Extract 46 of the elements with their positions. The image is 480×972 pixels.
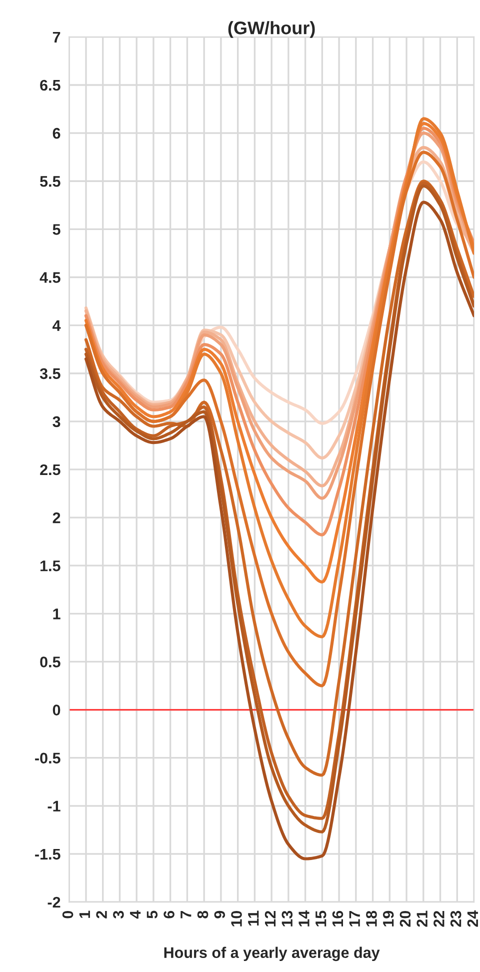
y-tick-label: 5: [52, 224, 60, 235]
y-tick-label: -2: [48, 896, 60, 908]
x-tick-label: 15: [316, 910, 326, 926]
x-tick-label: 2: [96, 910, 107, 918]
x-tick-label: 20: [400, 910, 411, 927]
y-tick-label: 5.5: [40, 176, 60, 187]
x-tick-label: 18: [366, 910, 377, 926]
x-tick-label: 5: [146, 910, 158, 918]
x-tick-label: 17: [349, 911, 360, 926]
x-tick-label: 19: [382, 910, 394, 926]
x-tick-label: 7: [180, 911, 192, 918]
y-tick-label: 3.5: [40, 368, 60, 380]
x-tick-label: 13: [282, 910, 293, 926]
x-tick-label: 6: [164, 910, 174, 918]
y-tick-label: 6: [52, 128, 60, 139]
x-tick-label: 1: [79, 910, 90, 918]
x-tick-label: 4: [130, 910, 141, 919]
x-tick-label: 14: [298, 910, 310, 926]
y-tick-label: 3: [52, 416, 60, 428]
chart-title: (GW/hour): [228, 21, 315, 38]
x-tick-label: 0: [62, 910, 74, 918]
y-tick-label: -0.5: [35, 752, 60, 764]
x-tick-label: 16: [332, 910, 344, 926]
y-tick-label: 0: [52, 704, 60, 716]
y-tick-label: -1.5: [35, 848, 60, 860]
x-axis-title: Hours of a yearly average day: [164, 946, 380, 962]
y-tick-label: 6.5: [40, 80, 60, 91]
x-tick-label: 3: [113, 910, 124, 918]
x-tick-label: 10: [231, 910, 242, 926]
x-tick-label: 22: [434, 910, 444, 927]
x-tick-label: 8: [197, 910, 208, 918]
y-tick-label: 2: [52, 512, 60, 524]
y-tick-label: 4: [52, 320, 61, 331]
x-tick-label: 11: [248, 910, 259, 926]
y-tick-label: 2.5: [40, 464, 60, 476]
x-tick-label: 9: [214, 910, 226, 918]
y-tick-label: -1: [48, 800, 60, 812]
y-tick-label: 4.5: [40, 272, 60, 283]
y-tick-label: 7: [52, 32, 60, 42]
x-tick-label: 24: [467, 910, 478, 927]
x-tick-label: 21: [416, 910, 428, 927]
x-tick-label: 12: [264, 910, 276, 926]
y-tick-label: 1.5: [40, 560, 60, 572]
x-tick-label: 23: [450, 910, 462, 927]
y-tick-label: 0.5: [40, 656, 60, 668]
y-tick-label: 1: [53, 608, 60, 620]
